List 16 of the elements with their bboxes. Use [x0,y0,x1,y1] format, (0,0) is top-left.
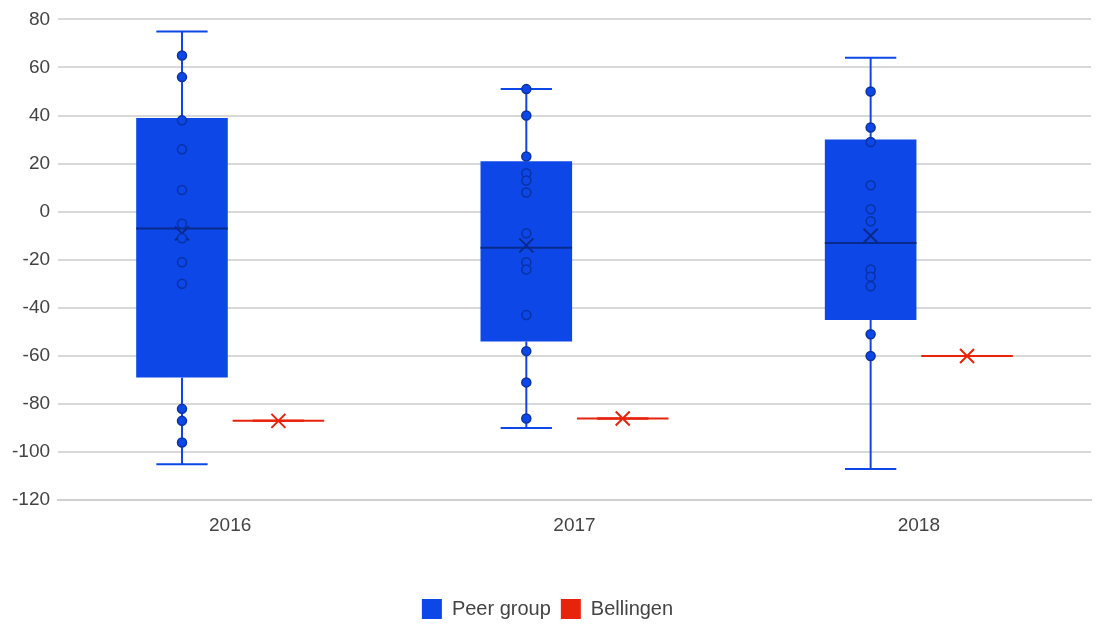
y-tick-label: 40 [28,103,51,125]
y-tick-label: 0 [39,199,51,221]
y-tick-label: -80 [22,392,51,414]
y-tick-label: 60 [28,55,51,77]
y-tick-label: -120 [12,488,51,510]
y-tick-label: -40 [22,296,51,318]
legend-label: Bellingen [590,596,674,619]
y-tick-label: 80 [28,7,51,29]
x-tick-label: 2017 [553,513,596,535]
y-tick-label: -60 [22,344,51,366]
legend-label: Peer group [451,596,551,619]
x-tick-label: 2016 [209,513,252,535]
y-tick-label: -20 [22,248,51,270]
y-tick-label: -100 [12,440,51,462]
y-tick-label: 20 [28,151,51,173]
x-tick-label: 2018 [897,513,940,535]
